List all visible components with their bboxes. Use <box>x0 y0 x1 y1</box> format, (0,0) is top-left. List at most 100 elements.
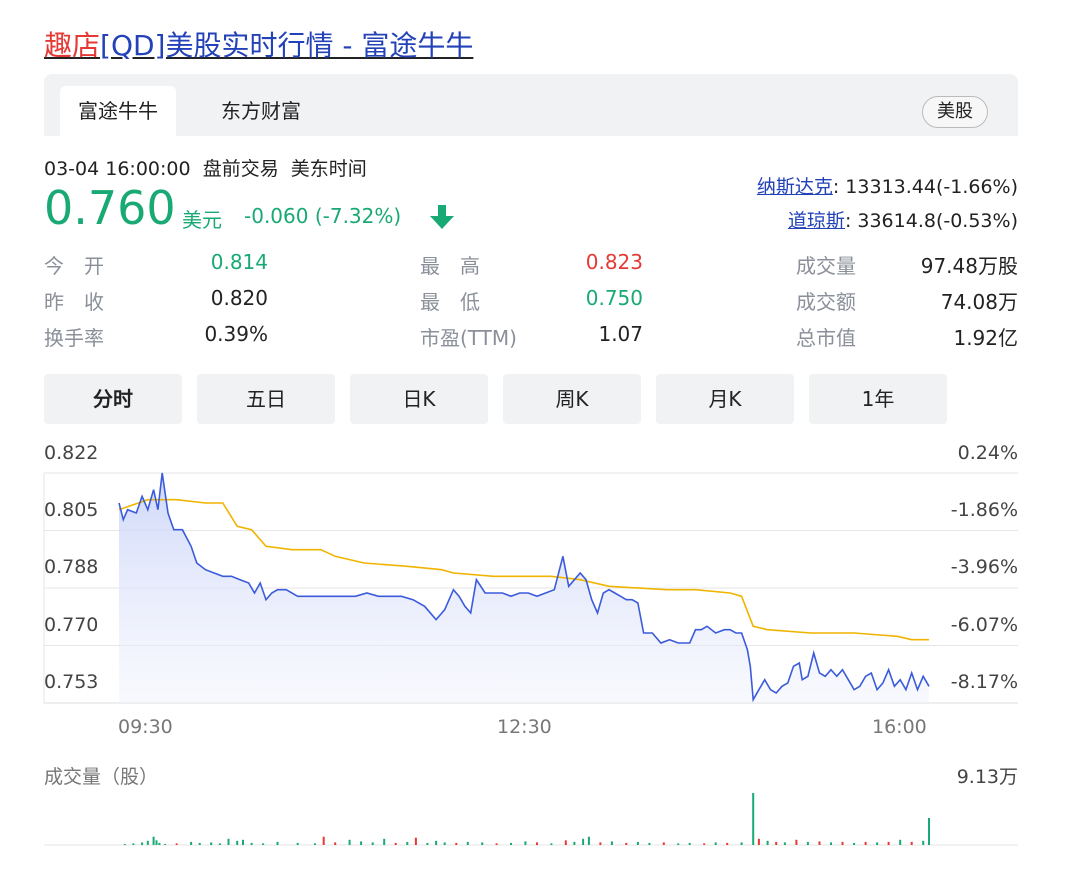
volume-bar <box>887 841 890 845</box>
period-tab-monthly[interactable]: 月K <box>656 374 794 424</box>
volume-bar <box>714 842 717 845</box>
volume-bar <box>123 844 126 845</box>
quote-timezone: 美东时间 <box>290 158 367 180</box>
stat-open-label: 今 开 <box>44 254 104 278</box>
volume-bar <box>573 841 576 845</box>
volume-bar <box>688 842 691 845</box>
market-badge: 美股 <box>922 96 988 128</box>
index-dow[interactable]: 道琼斯: 33614.8(-0.53%) <box>788 206 1018 233</box>
x-tick-label: 09:30 <box>118 716 173 738</box>
volume-bar <box>830 842 832 845</box>
volume-bar <box>198 842 201 845</box>
quote-time: 03-04 16:00:00 <box>44 158 191 180</box>
page-title[interactable]: 趣店[QD]美股实时行情 - 富途牛牛 <box>44 24 473 64</box>
y-pct-tick-label: -1.86% <box>950 499 1018 521</box>
volume-bar <box>236 840 239 845</box>
stat-prev-close: 0.820 <box>210 286 268 310</box>
index-nasdaq-value: : 13313.44(-1.66%) <box>832 176 1018 198</box>
volume-bar <box>210 842 213 845</box>
stat-pe: 1.07 <box>598 322 643 346</box>
index-nasdaq-name[interactable]: 纳斯达克 <box>756 176 833 198</box>
volume-bar <box>146 840 149 845</box>
stat-turnover-rate: 0.39% <box>204 322 268 346</box>
volume-bar <box>481 842 484 845</box>
volume-bar <box>190 841 193 845</box>
period-tab-weekly[interactable]: 周K <box>503 374 641 424</box>
y-tick-label: 0.770 <box>44 614 99 636</box>
volume-bar <box>582 838 585 845</box>
volume-bar <box>853 842 856 845</box>
volume-bar <box>662 842 665 845</box>
volume-bar <box>164 844 167 845</box>
x-tick-label: 16:00 <box>872 716 927 738</box>
volume-bar <box>455 842 458 845</box>
stat-low-label: 最 低 <box>420 290 480 314</box>
volume-bar <box>536 842 538 845</box>
index-dow-value: : 33614.8(-0.53%) <box>844 210 1018 232</box>
volume-bar <box>296 842 299 845</box>
volume-bar <box>406 841 409 845</box>
y-tick-label: 0.753 <box>44 671 99 693</box>
stat-amount-label: 成交额 <box>796 290 856 314</box>
period-tab-1year[interactable]: 1年 <box>809 374 947 424</box>
volume-bar <box>648 842 651 845</box>
volume-bar <box>864 841 867 845</box>
stat-turnover-rate-label: 换手率 <box>44 326 104 350</box>
source-tab-bar: 富途牛牛 东方财富 美股 <box>44 74 1018 136</box>
volume-bar <box>218 843 221 845</box>
last-price: 0.760 <box>44 181 176 235</box>
tab-eastmoney[interactable]: 东方财富 <box>221 99 301 123</box>
volume-bar <box>841 841 844 845</box>
price-area-fill <box>119 473 929 703</box>
volume-bar <box>443 842 446 845</box>
volume-bar <box>636 841 639 845</box>
y-pct-tick-label: -3.96% <box>950 556 1018 578</box>
volume-bar <box>155 840 158 845</box>
volume-bar <box>625 842 628 845</box>
volume-bar <box>766 840 769 845</box>
y-tick-label: 0.805 <box>44 499 99 521</box>
stat-market-cap-label: 总市值 <box>796 326 856 350</box>
volume-bar <box>250 842 253 845</box>
currency-label: 美元 <box>182 208 222 232</box>
y-pct-tick-label: -6.07% <box>950 614 1018 636</box>
period-tab-intraday[interactable]: 分时 <box>44 374 182 424</box>
volume-bar <box>276 841 279 845</box>
volume-bar <box>550 843 553 845</box>
volume-bar <box>426 842 429 845</box>
volume-bar <box>775 841 778 845</box>
volume-bar <box>152 836 155 845</box>
volume-bar <box>564 840 567 845</box>
index-dow-name[interactable]: 道琼斯 <box>787 210 845 232</box>
quote-session: 盘前交易 <box>202 158 279 180</box>
volume-max-label: 9.13万 <box>956 766 1018 788</box>
volume-bar <box>242 839 244 845</box>
volume-bar <box>334 842 337 845</box>
volume-bar <box>383 838 386 845</box>
y-pct-tick-label: -8.17% <box>950 671 1018 693</box>
volume-bar <box>726 842 729 845</box>
stat-open: 0.814 <box>210 250 268 274</box>
volume-bar <box>371 842 374 845</box>
stat-low: 0.750 <box>585 286 643 310</box>
stat-volume-label: 成交量 <box>796 254 856 278</box>
stat-pe-label: 市盈(TTM) <box>420 326 517 350</box>
index-nasdaq[interactable]: 纳斯达克: 13313.44(-1.66%) <box>757 172 1018 199</box>
y-tick-label: 0.822 <box>44 442 99 464</box>
volume-bar <box>876 842 879 845</box>
period-tab-5day[interactable]: 五日 <box>197 374 335 424</box>
tab-futu[interactable]: 富途牛牛 <box>60 86 176 136</box>
volume-bar <box>524 841 527 845</box>
arrow-down-icon <box>430 205 454 229</box>
volume-bar <box>752 793 755 845</box>
volume-bar <box>922 840 925 845</box>
volume-bar <box>899 839 902 845</box>
series-average-line <box>118 498 929 641</box>
volume-bar <box>227 838 230 845</box>
title-highlight[interactable]: 趣店 <box>44 29 101 62</box>
stat-market-cap: 1.92亿 <box>953 326 1018 350</box>
title-text[interactable]: [QD]美股实时行情 - 富途牛牛 <box>100 29 474 62</box>
period-tab-daily[interactable]: 日K <box>350 374 488 424</box>
volume-label: 成交量（股） <box>44 766 159 788</box>
